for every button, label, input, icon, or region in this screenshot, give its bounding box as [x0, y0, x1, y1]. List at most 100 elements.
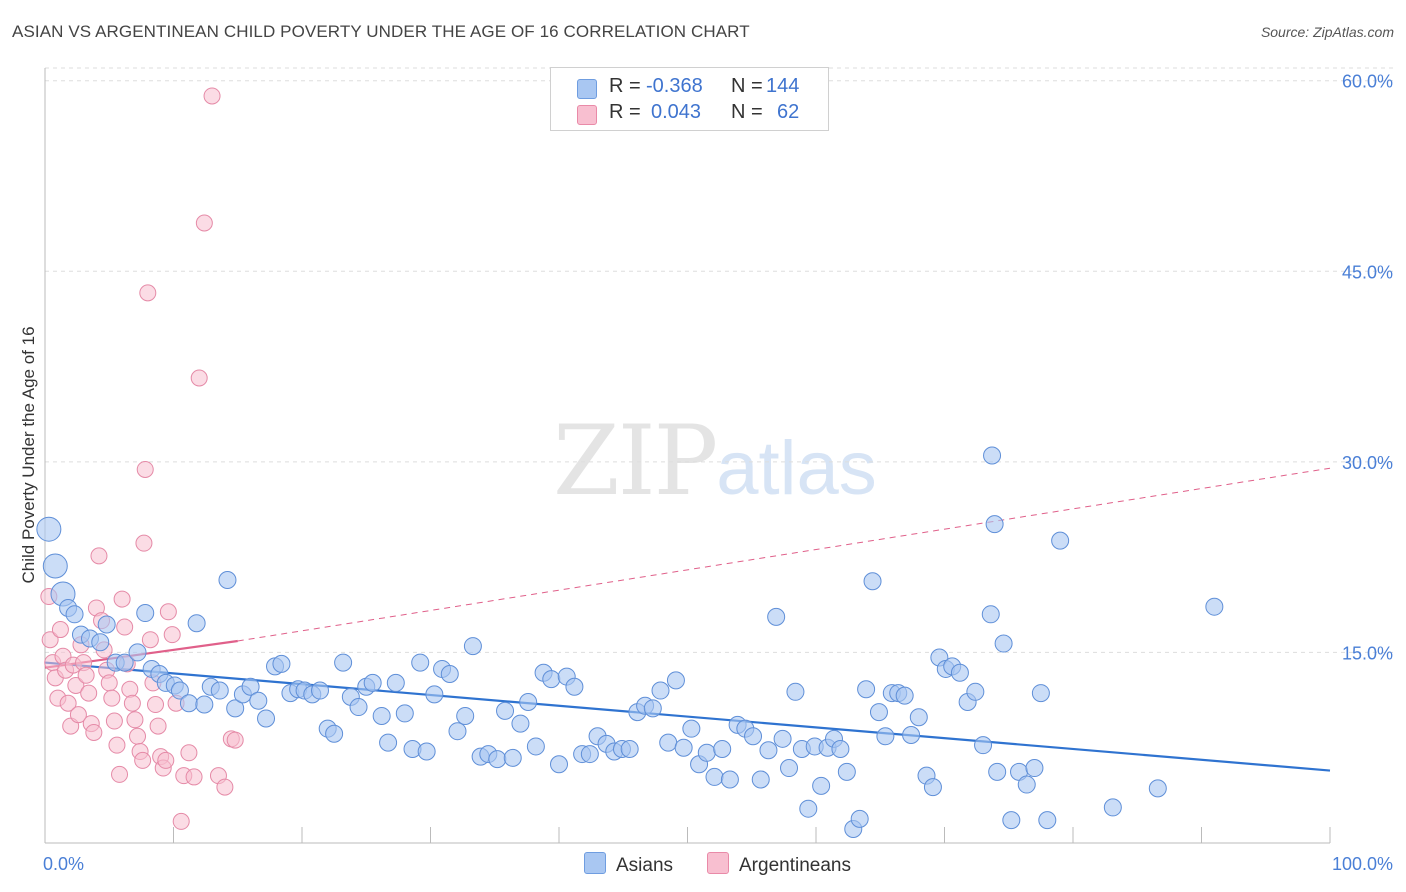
x-tick-label-max: 100.0%: [1332, 854, 1393, 874]
legend-swatch-asians: [577, 79, 597, 99]
argentinean-point: [105, 712, 123, 730]
asian-point: [1103, 798, 1122, 817]
asian-point: [950, 663, 969, 682]
asian-point: [349, 698, 368, 717]
asian-point: [272, 654, 291, 673]
argentinean-point: [147, 696, 165, 714]
argentinean-point: [100, 674, 118, 692]
asian-point: [128, 643, 147, 662]
asian-point: [682, 719, 701, 738]
argentinean-point: [203, 87, 221, 105]
argentinean-point: [67, 676, 85, 694]
argentinean-point: [59, 694, 77, 712]
asian-point: [210, 681, 229, 700]
asian-point: [550, 755, 568, 774]
asian-point: [863, 572, 882, 591]
asian-point: [448, 722, 467, 741]
asian-point: [1148, 779, 1167, 798]
legend-n-label: N =: [731, 75, 763, 97]
asian-point: [786, 682, 805, 701]
legend-n-value: 144: [766, 75, 800, 97]
asian-point: [966, 682, 985, 701]
y-tick-label: 15.0%: [1342, 643, 1393, 663]
y-tick-label: 30.0%: [1342, 453, 1393, 473]
argentinean-point: [90, 547, 108, 565]
asian-point: [869, 703, 888, 722]
asian-point: [325, 724, 344, 743]
y-tick-label: 45.0%: [1342, 262, 1393, 282]
asian-point: [985, 515, 1004, 534]
argentinean-point: [190, 369, 208, 387]
asian-point: [720, 770, 739, 789]
asian-point: [136, 604, 155, 623]
asian-point: [643, 699, 662, 718]
asian-point: [831, 739, 850, 758]
asian-point: [372, 706, 391, 725]
asian-point: [241, 677, 260, 696]
asian-point: [850, 809, 869, 828]
asian-point: [705, 767, 724, 786]
argentinean-point: [41, 631, 59, 649]
asian-point: [488, 750, 507, 769]
asian-point: [1205, 597, 1224, 616]
asian-point: [195, 695, 214, 714]
watermark: ZIPatlas: [553, 405, 877, 517]
asian-point: [659, 733, 678, 752]
asian-point: [542, 670, 561, 689]
asian-point: [767, 607, 786, 626]
asians-label: Asians: [616, 855, 674, 876]
asian-point: [257, 709, 276, 728]
asian-point: [456, 706, 475, 725]
argentinean-point: [113, 590, 131, 608]
asian-point: [310, 681, 329, 700]
argentinean-point: [134, 751, 152, 769]
series-legend: Asians Argentineans: [0, 852, 1406, 878]
y-tick-label: 60.0%: [1342, 72, 1393, 92]
asian-point: [91, 633, 110, 652]
asian-point: [876, 727, 895, 746]
argentinean-point: [195, 214, 213, 232]
asian-point: [42, 553, 68, 579]
series-legend-asians[interactable]: Asians: [584, 852, 673, 877]
source-label: Source: ZipAtlas.com: [1260, 24, 1394, 40]
argentinean-point: [136, 460, 154, 478]
asian-point: [1025, 759, 1044, 778]
argentinean-point: [77, 666, 95, 684]
asian-point: [620, 739, 639, 758]
argentinean-point: [51, 621, 69, 639]
argentinean-point: [108, 736, 126, 754]
asian-point: [226, 699, 245, 718]
asian-point: [751, 770, 770, 789]
argentineans-swatch: [707, 852, 729, 874]
asian-point: [249, 691, 268, 710]
asian-point: [837, 762, 856, 781]
asian-point: [417, 742, 436, 761]
argentinean-point: [141, 631, 159, 649]
asian-point: [363, 673, 382, 692]
argentinean-point: [216, 778, 234, 796]
argentinean-point: [111, 765, 129, 783]
legend-r-label: R =: [609, 101, 641, 123]
legend-n-label: N =: [731, 101, 763, 123]
asian-point: [674, 738, 693, 757]
asian-point: [1002, 811, 1021, 830]
asian-point: [759, 741, 778, 760]
axes: [44, 68, 1331, 844]
argentinean-point: [135, 534, 153, 552]
watermark-atlas: atlas: [716, 426, 877, 511]
chart-title: ASIAN VS ARGENTINEAN CHILD POVERTY UNDER…: [12, 22, 750, 41]
series-legend-argentineans[interactable]: Argentineans: [707, 852, 851, 877]
legend-r-value: 0.043: [651, 101, 702, 123]
watermark-zip: ZIP: [553, 405, 718, 517]
asian-point: [713, 739, 732, 758]
argentinean-point: [126, 711, 144, 729]
argentinean-point: [159, 603, 177, 621]
argentinean-points: [40, 87, 244, 830]
asian-point: [1031, 684, 1050, 703]
asian-point: [411, 653, 430, 672]
argentinean-point: [69, 706, 87, 724]
asian-point: [1038, 811, 1057, 830]
argentinean-point: [85, 723, 103, 741]
argentineans-label: Argentineans: [739, 855, 851, 876]
